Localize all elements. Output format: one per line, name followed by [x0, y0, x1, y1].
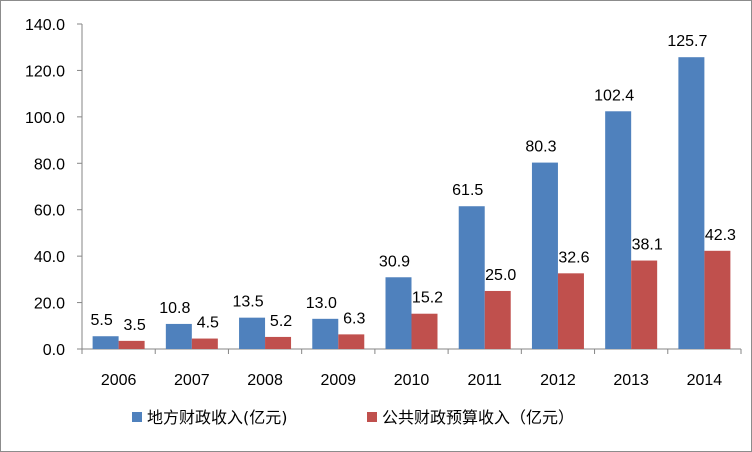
- legend-label-series-1: 地方财政收入(亿元): [147, 408, 288, 427]
- data-label-series-2: 25.0: [485, 267, 516, 284]
- bar-series-1: [165, 323, 192, 349]
- y-tick-label: 120.0: [25, 63, 65, 80]
- data-label-series-1: 80.3: [525, 139, 556, 156]
- bar-series-2: [411, 313, 438, 349]
- legend-label-series-2: 公共财政预算收入（亿元）: [382, 408, 574, 427]
- legend-swatch-series-1: [132, 412, 142, 422]
- y-tick-label: 100.0: [25, 110, 65, 127]
- bar-series-1: [678, 57, 705, 349]
- data-label-series-2: 3.5: [123, 317, 145, 334]
- y-tick-label: 20.0: [34, 296, 65, 313]
- legend: 地方财政收入(亿元) 公共财政预算收入（亿元）: [132, 408, 574, 427]
- data-label-series-2: 4.5: [197, 315, 219, 332]
- x-tick-label: 2007: [174, 372, 210, 389]
- x-tick-label: 2010: [394, 372, 430, 389]
- data-label-series-1: 30.9: [379, 253, 410, 270]
- data-label-series-2: 15.2: [412, 290, 443, 307]
- data-label-series-1: 5.5: [90, 312, 112, 329]
- bar-series-2: [704, 250, 731, 349]
- bar-series-1: [92, 336, 119, 349]
- bar-series-2: [191, 338, 218, 349]
- bar-series-2: [265, 336, 292, 349]
- y-tick-label: 40.0: [34, 249, 65, 266]
- data-label-series-2: 32.6: [558, 249, 589, 266]
- data-label-series-2: 6.3: [343, 310, 365, 327]
- data-label-series-1: 13.5: [232, 294, 263, 311]
- bar-series-2: [557, 273, 584, 349]
- x-tick-label: 2013: [613, 372, 649, 389]
- x-tick-label: 2014: [687, 372, 723, 389]
- data-label-series-1: 102.4: [594, 87, 634, 104]
- x-axis: 2006 2007 2008 2009 2010 2011 2012 2013 2014: [81, 348, 742, 389]
- data-label-series-2: 42.3: [705, 227, 736, 244]
- data-label-series-1: 10.8: [159, 300, 190, 317]
- data-label-series-1: 13.0: [306, 295, 337, 312]
- data-label-series-2: 38.1: [632, 237, 663, 254]
- bar-series-1: [458, 206, 485, 349]
- bar-series-2: [338, 334, 365, 349]
- x-tick-label: 2008: [247, 372, 283, 389]
- bar-series-1: [312, 318, 339, 349]
- bar-series-1: [385, 277, 412, 349]
- x-tick-label: 2006: [101, 372, 137, 389]
- y-axis: 0.0 20.0 40.0 60.0 80.0 100.0 120.0 140.0: [25, 17, 83, 359]
- x-tick-label: 2012: [540, 372, 576, 389]
- bar-series-1: [531, 162, 558, 349]
- y-tick-label: 140.0: [25, 17, 65, 34]
- data-label-series-1: 61.5: [452, 182, 483, 199]
- bar-series-2: [631, 260, 658, 349]
- legend-swatch-series-2: [367, 412, 377, 422]
- bar-series-2: [118, 340, 145, 349]
- x-tick-label: 2011: [468, 372, 503, 389]
- bars: [92, 57, 731, 350]
- data-label-series-1: 125.7: [667, 33, 707, 50]
- y-tick-label: 80.0: [34, 156, 65, 173]
- data-labels: 5.5 10.8 13.5 13.0 30.9 61.5 80.3 102.4 125.7 3.5…: [90, 33, 736, 334]
- bar-series-1: [239, 317, 266, 349]
- x-tick-label: 2009: [320, 372, 356, 389]
- y-tick-label: 60.0: [34, 203, 65, 220]
- bar-series-2: [484, 290, 511, 349]
- y-tick-label: 0.0: [43, 342, 65, 359]
- bar-series-1: [605, 111, 632, 350]
- data-label-series-2: 5.2: [270, 313, 292, 330]
